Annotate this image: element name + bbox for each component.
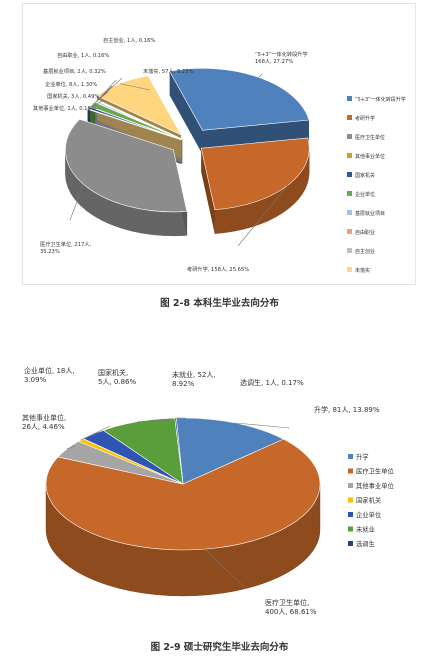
undergrad-data-label: 国家机关, 3人, 0.49% xyxy=(47,92,99,100)
master-legend-label: 升学 xyxy=(356,452,369,461)
undergrad-leader-line xyxy=(96,79,117,102)
undergrad-legend-label: “5+3”一体化转段升学 xyxy=(355,96,406,103)
undergrad-slice-“5+3”一体化转段升学 xyxy=(169,67,310,131)
undergrad-data-label: 考研升学, 158人, 25.65% xyxy=(187,265,249,273)
master-legend-swatch xyxy=(348,468,353,474)
undergrad-data-label: 其他事业单位, 1人, 0.16% xyxy=(33,104,96,112)
master-legend-label: 企业单位 xyxy=(356,510,382,519)
undergrad-legend-swatch xyxy=(347,210,352,215)
undergrad-leader-line xyxy=(237,184,289,247)
master-legend-swatch xyxy=(348,526,353,532)
undergrad-legend-swatch xyxy=(347,115,352,120)
master-legend-label: 其他事业单位 xyxy=(356,481,394,490)
undergrad-slice-cut xyxy=(169,71,203,155)
undergrad-data-label: 未落实, 57人, 9.25% xyxy=(143,67,193,75)
undergrad-legend-swatch xyxy=(347,248,352,253)
master-legend-swatch xyxy=(348,483,353,488)
master-leader-line xyxy=(92,431,101,435)
undergrad-legend-swatch xyxy=(347,229,352,234)
undergrad-legend-swatch xyxy=(347,191,352,196)
undergrad-leader-line xyxy=(69,184,84,221)
master-legend-label: 医疗卫生单位 xyxy=(356,467,394,476)
master-leader-line xyxy=(137,419,173,423)
pie-chart-undergrad: “5+3”一体化转段升学 168人, 27.27% 考研升学, 158人, 25.6… xyxy=(33,36,406,274)
undergrad-data-label: “5+3”一体化转段升学 168人, 27.27% xyxy=(255,50,308,65)
chart-caption-master: 图 2-9 硕士研究生毕业去向分布 xyxy=(150,642,289,653)
master-leader-line xyxy=(234,422,291,429)
undergrad-data-label: 企业单位, 8人, 1.30% xyxy=(45,80,97,88)
undergrad-leader-line xyxy=(88,99,105,109)
undergrad-legend-label: 基层就业项目 xyxy=(355,210,385,217)
undergrad-legend-label: 自主创业 xyxy=(355,248,375,255)
master-legend-swatch xyxy=(348,512,353,517)
undergrad-data-label: 基层就业项目, 2人, 0.32% xyxy=(43,67,106,75)
undergrad-slice-国家机关 xyxy=(87,106,182,141)
master-legend-swatch xyxy=(348,497,353,503)
master-legend-swatch xyxy=(348,454,353,459)
undergrad-legend-swatch xyxy=(347,153,352,158)
undergrad-legend-label: 自由职业 xyxy=(355,229,375,236)
undergrad-legend-label: 其他事业单位 xyxy=(355,153,385,160)
master-legend-label: 选调生 xyxy=(356,539,375,548)
undergrad-leader-line xyxy=(97,77,123,101)
undergrad-legend-label: 企业单位 xyxy=(355,191,375,198)
master-slice-医疗卫生单位 xyxy=(45,438,321,551)
undergrad-legend-label: 未落实 xyxy=(355,267,370,274)
master-data-label: 国家机关, 5人, 0.86% xyxy=(98,368,136,386)
master-legend-swatch xyxy=(348,541,353,546)
undergrad-slice-cut xyxy=(201,148,215,234)
master-leader-line xyxy=(204,548,246,589)
master-data-label: 未就业, 52人, 8.92% xyxy=(172,370,216,388)
master-data-label: 企业单位, 18人, 3.09% xyxy=(24,366,75,384)
undergrad-data-label: 医疗卫生单位, 217人, 35.23% xyxy=(40,240,92,255)
chart-caption-undergrad: 图 2-8 本科生毕业去向分布 xyxy=(160,298,279,309)
master-leader-line xyxy=(80,425,111,441)
master-leader-line xyxy=(67,445,76,450)
undergrad-legend-label: 国家机关 xyxy=(355,172,375,179)
undergrad-legend-swatch xyxy=(347,96,352,101)
undergrad-legend-swatch xyxy=(347,172,352,177)
undergrad-leader-line xyxy=(119,83,151,91)
undergrad-leader-line xyxy=(258,73,263,78)
master-data-label: 医疗卫生单位, 400人, 68.61% xyxy=(265,598,317,616)
undergrad-data-label: 自由职业, 1人, 0.16% xyxy=(57,51,109,59)
undergrad-legend-label: 考研升学 xyxy=(355,115,375,122)
master-legend-label: 国家机关 xyxy=(356,496,382,505)
undergrad-legend-label: 医疗卫生单位 xyxy=(355,134,385,141)
master-legend-label: 未就业 xyxy=(356,525,375,534)
undergrad-slice-医疗卫生单位 xyxy=(65,118,188,213)
undergrad-data-label: 自主创业, 1人, 0.16% xyxy=(103,36,155,44)
undergrad-leader-line xyxy=(87,107,101,110)
master-data-label: 升学, 81人, 13.89% xyxy=(314,405,380,414)
master-data-label: 选调生, 1人, 0.17% xyxy=(240,378,304,387)
undergrad-legend-swatch xyxy=(347,134,352,139)
master-data-label: 其他事业单位, 26人, 4.46% xyxy=(22,413,66,431)
undergrad-legend-swatch xyxy=(347,267,352,272)
